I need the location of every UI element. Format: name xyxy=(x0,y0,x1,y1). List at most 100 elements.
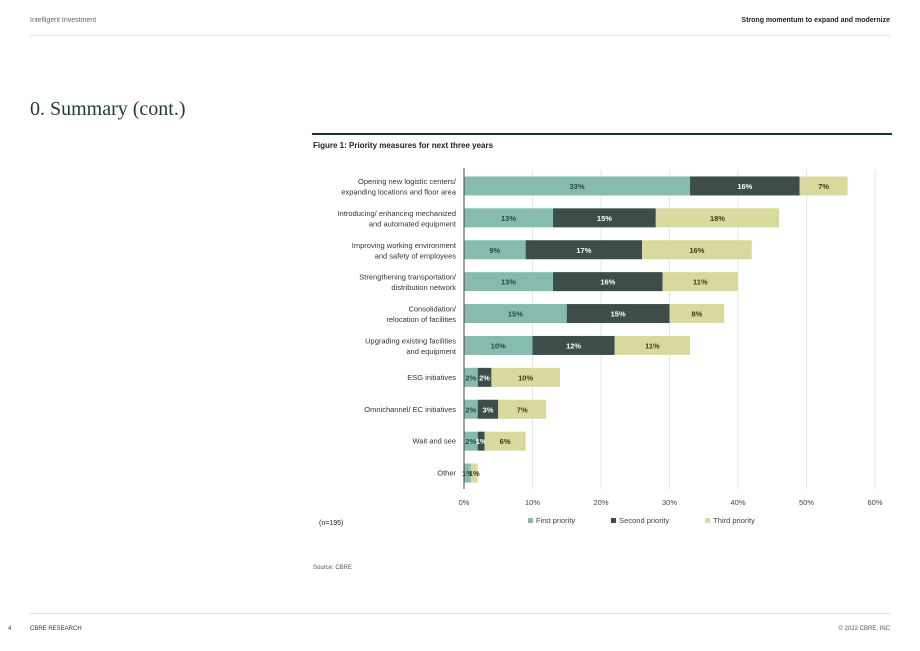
page-title: 0. Summary (cont.) xyxy=(30,98,186,120)
x-tick-label: 50% xyxy=(799,498,814,507)
chart-container: 0% 10% 20% 30% 40% 50% 60% Opening new logistic… xyxy=(300,165,900,510)
category-label-line: and safety of employees xyxy=(375,251,457,260)
bar-segment-third xyxy=(662,272,738,292)
bar-segment-third xyxy=(642,240,752,260)
legend-item-first: First priority xyxy=(528,516,575,525)
data-label: 2% xyxy=(465,373,476,382)
category-label: Improving working environment and safety … xyxy=(352,241,457,261)
bar-segment-first xyxy=(464,304,567,324)
source-note: Source: CBRE xyxy=(313,565,353,571)
legend-label-first: First priority xyxy=(536,516,576,525)
bar-segment-third xyxy=(484,431,526,451)
data-label: 9% xyxy=(489,246,500,255)
header-right-text: Strong momentum to expand and modernize xyxy=(741,17,890,24)
page-number: 4 xyxy=(8,626,12,632)
bar-segment-first xyxy=(464,208,554,228)
chart-legend: First priority Second priority Third pri… xyxy=(528,516,755,525)
data-label: 12% xyxy=(566,341,581,350)
data-label: 10% xyxy=(491,341,506,350)
x-tick-label: 0% xyxy=(459,498,470,507)
data-label: 8% xyxy=(691,310,702,319)
bar-segment-second xyxy=(566,304,670,324)
bar-segment-first xyxy=(464,240,526,260)
x-tick-label: 40% xyxy=(730,498,745,507)
bar-segment-first xyxy=(464,335,533,355)
category-label: Upgrading existing facilities and equipme… xyxy=(365,336,457,356)
data-label: 15% xyxy=(508,310,523,319)
data-label: 7% xyxy=(517,405,528,414)
category-label-line: and equipment xyxy=(406,347,457,356)
category-label: Omnichannel/ EC initiatives xyxy=(364,405,456,414)
data-label: 2% xyxy=(479,373,490,382)
data-label: 16% xyxy=(689,246,704,255)
bar-segment-second xyxy=(477,431,485,451)
data-label: 11% xyxy=(693,278,708,287)
data-label: 33% xyxy=(570,182,585,191)
category-label-line: Consolidation/ xyxy=(408,305,456,314)
category-label-line: Introducing/ enhancing mechanized xyxy=(338,209,456,218)
category-label: Wait and see xyxy=(413,437,457,446)
bar-segment-second xyxy=(525,240,643,260)
bar-segment-first xyxy=(464,272,554,292)
bar-segment-second xyxy=(553,208,656,228)
category-label-line: Improving working environment xyxy=(352,241,457,250)
data-label: 3% xyxy=(483,405,494,414)
x-tick-label: 30% xyxy=(662,498,677,507)
data-label: 16% xyxy=(600,278,615,287)
data-label: 15% xyxy=(611,310,626,319)
x-tick-label: 20% xyxy=(593,498,608,507)
bar-segment-first xyxy=(464,367,478,387)
data-label: 18% xyxy=(710,214,725,223)
category-label: Other xyxy=(437,469,456,478)
legend-item-second: Second priority xyxy=(611,516,669,525)
data-label: 2% xyxy=(465,405,476,414)
data-label: 15% xyxy=(597,214,612,223)
figure-title: Figure 1: Priority measures for next thr… xyxy=(313,141,494,150)
bar-segment-first xyxy=(464,399,478,419)
data-label: 1% xyxy=(469,469,480,478)
bar-segment-third xyxy=(614,335,691,355)
bar-chart: 0% 10% 20% 30% 40% 50% 60% Opening new logistic… xyxy=(338,168,883,507)
bar-segment-first xyxy=(464,176,691,196)
category-label-line: relocation of facilities xyxy=(386,315,456,324)
bar-segment-first xyxy=(464,431,478,451)
category-label-line: Strengthening transportation/ xyxy=(359,273,457,282)
bar-segment-second xyxy=(477,367,492,387)
category-label-line: Opening new logistic centers/ xyxy=(358,177,457,186)
legend-swatch-first xyxy=(528,518,533,523)
category-label-line: distribution network xyxy=(391,283,456,292)
legend-item-third: Third priority xyxy=(705,516,755,525)
category-label: Strengthening transportation/distributio… xyxy=(359,273,457,293)
data-label: 16% xyxy=(737,182,752,191)
data-label: 7% xyxy=(818,182,829,191)
legend-label-second: Second priority xyxy=(619,516,670,525)
sample-size-note: (n=195) xyxy=(319,520,344,527)
bar-segment-third xyxy=(470,463,478,483)
bar-segment-third xyxy=(498,399,547,419)
footer-copyright: © 2022 CBRE, INC xyxy=(838,626,890,632)
data-label: 1% xyxy=(476,437,487,446)
category-label: Consolidation/relocation of facilities xyxy=(386,305,457,325)
footer-left-text: CBRE RESEARCH xyxy=(30,626,82,632)
bar-segment-second xyxy=(553,272,663,292)
bar-segment-second xyxy=(690,176,800,196)
legend-swatch-second xyxy=(611,518,617,523)
bar-segment-third xyxy=(655,208,780,228)
bar-segment-third xyxy=(799,176,848,196)
legend-label-third: Third priority xyxy=(713,516,755,525)
category-label: Introducing/ enhancing mechanized and aut… xyxy=(338,209,457,229)
bar-segment-third xyxy=(491,367,560,387)
data-label: 13% xyxy=(501,278,516,287)
data-label: 2% xyxy=(465,437,476,446)
category-label-line: expanding locations and floor area xyxy=(341,187,456,196)
data-label: 11% xyxy=(645,341,660,350)
data-label: 10% xyxy=(518,373,533,382)
bar-segment-third xyxy=(669,304,725,324)
category-label: ESG initiatives xyxy=(407,373,456,382)
footer-divider xyxy=(30,613,890,614)
header-divider xyxy=(30,35,890,36)
data-label: 13% xyxy=(501,214,516,223)
bar-segment-first xyxy=(464,463,471,483)
bar-segment-second xyxy=(477,399,499,419)
category-label-line: and automated equipment xyxy=(369,219,457,228)
